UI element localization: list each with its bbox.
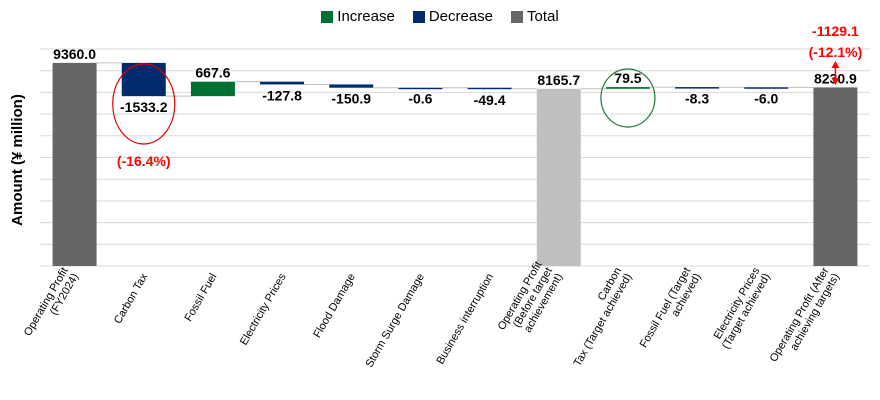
bar-3 xyxy=(260,81,305,85)
value-label: -0.6 xyxy=(408,91,432,107)
value-label: 8165.7 xyxy=(537,72,580,88)
value-label: -6.0 xyxy=(754,90,778,106)
x-tick-label: Electricity Prices(Target achieved) xyxy=(710,265,774,351)
value-label: -1533.2 xyxy=(120,99,168,115)
value-label: -8.3 xyxy=(685,90,709,106)
annotations: (-16.4%) -1129.1 (-12.1%) xyxy=(112,23,863,169)
bar-4 xyxy=(329,84,374,88)
highlight-circle-green xyxy=(600,68,656,128)
x-tick-label: Carbon Tax xyxy=(112,271,151,326)
arrow-head-up xyxy=(831,61,840,68)
bars xyxy=(52,62,858,267)
x-tick-label: Operating Profit (Afterachieving targets… xyxy=(768,265,842,370)
x-tick-label: Fossil Fuel xyxy=(183,272,220,324)
x-tick-label: CarbonTax (Target achieved) xyxy=(561,266,634,369)
bar-2 xyxy=(190,81,235,97)
gridlines xyxy=(40,48,870,267)
legend-label-decrease: Decrease xyxy=(428,8,494,25)
legend: Increase Decrease Total xyxy=(0,8,880,25)
bar-6 xyxy=(467,87,512,90)
bar-8 xyxy=(605,87,650,89)
legend-swatch-total xyxy=(511,10,524,23)
y-axis-label: Amount (¥ million) xyxy=(9,94,26,226)
x-tick-label: Electricity Prices xyxy=(238,271,289,347)
bar-0 xyxy=(52,62,97,266)
legend-item-decrease: Decrease xyxy=(412,8,494,25)
legend-swatch-increase xyxy=(321,10,334,23)
x-tick-label: Fossil Fuel (Targetachieved) xyxy=(638,266,704,356)
bar-10 xyxy=(744,87,789,89)
x-tick-label: Business interruption xyxy=(434,272,496,367)
x-tick-labels: Operating Profit(FY2024) Carbon Tax Fossil… xyxy=(22,260,842,370)
value-label: -49.4 xyxy=(474,92,506,108)
annotation-diff-value: -1129.1 xyxy=(812,23,859,39)
x-tick-label: Flood Damage xyxy=(311,272,357,340)
bar-7 xyxy=(536,88,581,266)
legend-item-total: Total xyxy=(511,8,559,25)
annotation-percent: (-16.4%) xyxy=(117,153,171,169)
annotation-diff-percent: (-12.1%) xyxy=(809,44,863,60)
legend-label-increase: Increase xyxy=(337,8,395,25)
highlight-circle-red xyxy=(112,63,176,145)
x-tick-label: Operating Profit(FY2024) xyxy=(22,266,81,345)
x-tick-label: Operating Profit(Before targetachievemen… xyxy=(496,260,566,345)
bar-5 xyxy=(398,87,443,90)
bar-1 xyxy=(121,62,166,97)
value-labels: 9360.0 -1533.2 667.6 -127.8 -150.9 -0.6 -49.4 8… xyxy=(53,46,857,115)
value-label: 667.6 xyxy=(195,65,230,81)
legend-item-increase: Increase xyxy=(321,8,395,25)
x-tick-label: Storm Surge Damage xyxy=(363,271,427,369)
arrow-head-down xyxy=(831,78,840,85)
value-label: 79.5 xyxy=(614,70,641,86)
legend-swatch-decrease xyxy=(412,10,425,23)
value-label: -127.8 xyxy=(262,87,302,103)
value-label: 9360.0 xyxy=(53,46,96,62)
value-label: -150.9 xyxy=(331,91,371,107)
bar-11 xyxy=(813,87,858,267)
bar-9 xyxy=(675,87,720,89)
legend-label-total: Total xyxy=(527,8,559,25)
